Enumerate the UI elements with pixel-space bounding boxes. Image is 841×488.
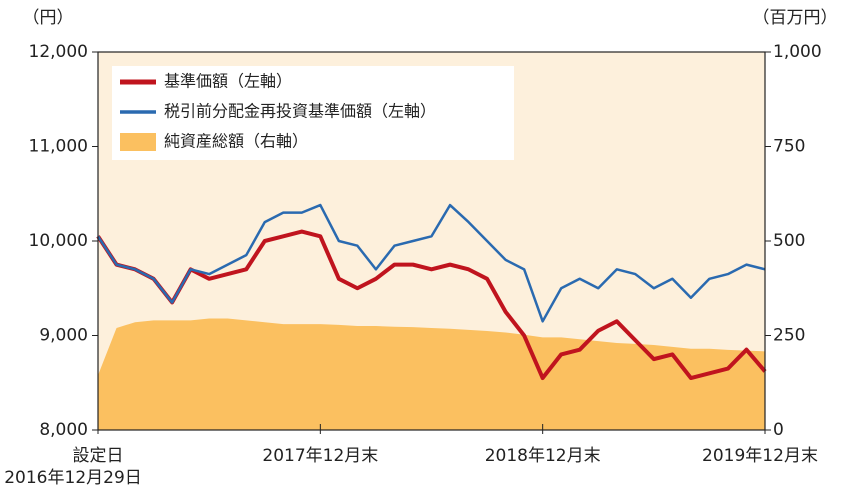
legend-label: 基準価額（左軸） (164, 72, 292, 91)
line (96, 229, 767, 381)
y-tick-label: 12,000 (29, 42, 88, 62)
y2-tick-label: 250 (773, 326, 805, 346)
x-tick-label: 2017年12月末 (262, 446, 378, 466)
y-tick-label: 11,000 (29, 137, 88, 157)
x-tick-label: 2019年12月末 (702, 446, 818, 466)
y-tick-label: 9,000 (39, 326, 88, 346)
legend: 基準価額（左軸） 税引前分配金再投資基準価額（左軸） 純資産総額（右軸） (112, 66, 514, 160)
x-tick-label: 設定日 (73, 446, 124, 466)
legend-box (112, 66, 514, 160)
legend-label: 税引前分配金再投資基準価額（左軸） (164, 102, 436, 121)
y2-tick-label: 750 (773, 137, 805, 157)
x-tick-label: 2018年12月末 (485, 446, 601, 466)
y-tick-label: 8,000 (39, 420, 88, 440)
y-tick-label: 10,000 (29, 231, 88, 251)
y2-axis-title: （百万円） (753, 8, 838, 28)
legend-label: 純資産総額（右軸） (164, 132, 308, 151)
y2-tick-label: 0 (773, 420, 784, 440)
y2-tick-label: 1,000 (773, 42, 822, 62)
y-axis-title: （円） (23, 8, 74, 28)
line (96, 203, 766, 323)
area (98, 318, 765, 430)
legend-swatch (120, 133, 156, 151)
y2-tick-label: 500 (773, 231, 805, 251)
start-date: 2016年12月29日 (4, 468, 142, 488)
